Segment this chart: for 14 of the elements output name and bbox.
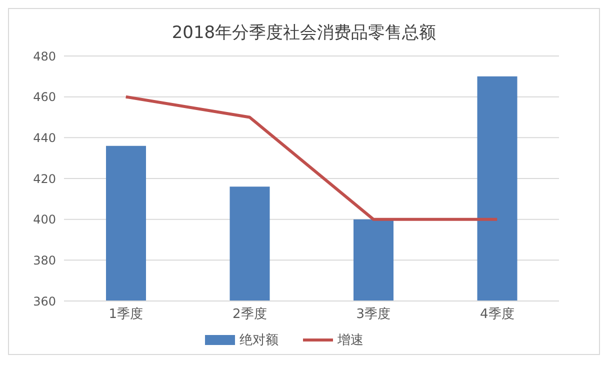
x-tick-label: 2季度 <box>232 306 267 322</box>
legend-label: 增速 <box>336 332 364 349</box>
y-tick-label: 440 <box>33 130 56 145</box>
chart-title: 2018年分季度社会消费品零售总额 <box>170 22 438 44</box>
y-tick-label: 420 <box>33 172 56 186</box>
y-tick-label: 380 <box>33 253 56 268</box>
x-tick-label: 4季度 <box>480 306 514 322</box>
x-tick-label: 3季度 <box>356 306 391 322</box>
y-tick-label: 400 <box>33 212 56 227</box>
y-tick-label: 460 <box>33 90 56 104</box>
x-tick-label: 1季度 <box>108 306 144 322</box>
legend-label: 绝对额 <box>238 332 278 349</box>
y-tick-label: 480 <box>33 49 56 64</box>
y-tick-label: 360 <box>33 294 56 308</box>
